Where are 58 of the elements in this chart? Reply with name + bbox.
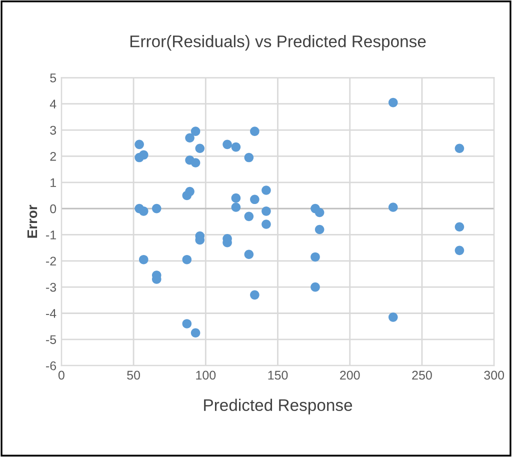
x-tick-label: 200 xyxy=(340,370,360,380)
y-tick-label: -1 xyxy=(46,230,56,240)
y-tick-label: 3 xyxy=(50,126,56,135)
point xyxy=(231,142,241,152)
x-tick-label: 300 xyxy=(484,370,504,380)
point xyxy=(182,254,192,264)
point xyxy=(262,220,271,229)
y-tick-label: -6 xyxy=(46,361,56,370)
point xyxy=(454,246,464,256)
y-tick-label: 1 xyxy=(50,178,56,187)
point xyxy=(454,144,464,154)
point xyxy=(250,290,260,300)
point xyxy=(138,254,148,264)
point xyxy=(314,208,324,218)
y-tick-label: 0 xyxy=(50,204,56,214)
point xyxy=(388,202,398,212)
x-tick-label: 250 xyxy=(412,370,432,380)
y-tick-label: -3 xyxy=(46,282,56,292)
point xyxy=(195,144,205,154)
point xyxy=(138,150,148,160)
point xyxy=(185,186,194,196)
point xyxy=(388,312,398,322)
y-tick-label: -2 xyxy=(46,256,56,266)
point xyxy=(222,140,232,150)
y-tick-label: 4 xyxy=(50,100,56,108)
y-tick-label: 2 xyxy=(50,152,56,161)
point xyxy=(262,186,271,195)
point xyxy=(190,126,200,136)
x-axis-title: Predicted Response xyxy=(204,398,352,414)
x-tick-label: 150 xyxy=(268,370,288,380)
point xyxy=(231,202,241,212)
point xyxy=(310,282,320,292)
point xyxy=(454,222,464,232)
point xyxy=(152,204,162,214)
x-tick-label: 0 xyxy=(58,370,64,380)
point xyxy=(244,250,254,260)
point xyxy=(185,133,194,143)
point xyxy=(250,126,260,136)
point xyxy=(182,319,192,328)
point xyxy=(244,212,254,222)
y-tick-label: -5 xyxy=(46,335,56,344)
point xyxy=(138,206,148,216)
chart-title: Error(Residuals) vs Predicted Response xyxy=(130,35,426,51)
y-axis-title: Error xyxy=(27,204,38,238)
point xyxy=(310,252,320,262)
point xyxy=(314,224,324,234)
x-tick-label: 50 xyxy=(127,370,140,380)
y-tick-label: -4 xyxy=(46,309,56,318)
x-tick-label: 100 xyxy=(196,370,216,380)
point xyxy=(190,158,200,168)
point xyxy=(134,140,144,150)
point xyxy=(231,193,241,203)
point xyxy=(244,152,254,162)
point xyxy=(262,206,271,216)
point xyxy=(388,98,398,108)
point xyxy=(250,194,260,204)
point xyxy=(190,328,200,338)
y-tick-label: 5 xyxy=(50,74,56,82)
